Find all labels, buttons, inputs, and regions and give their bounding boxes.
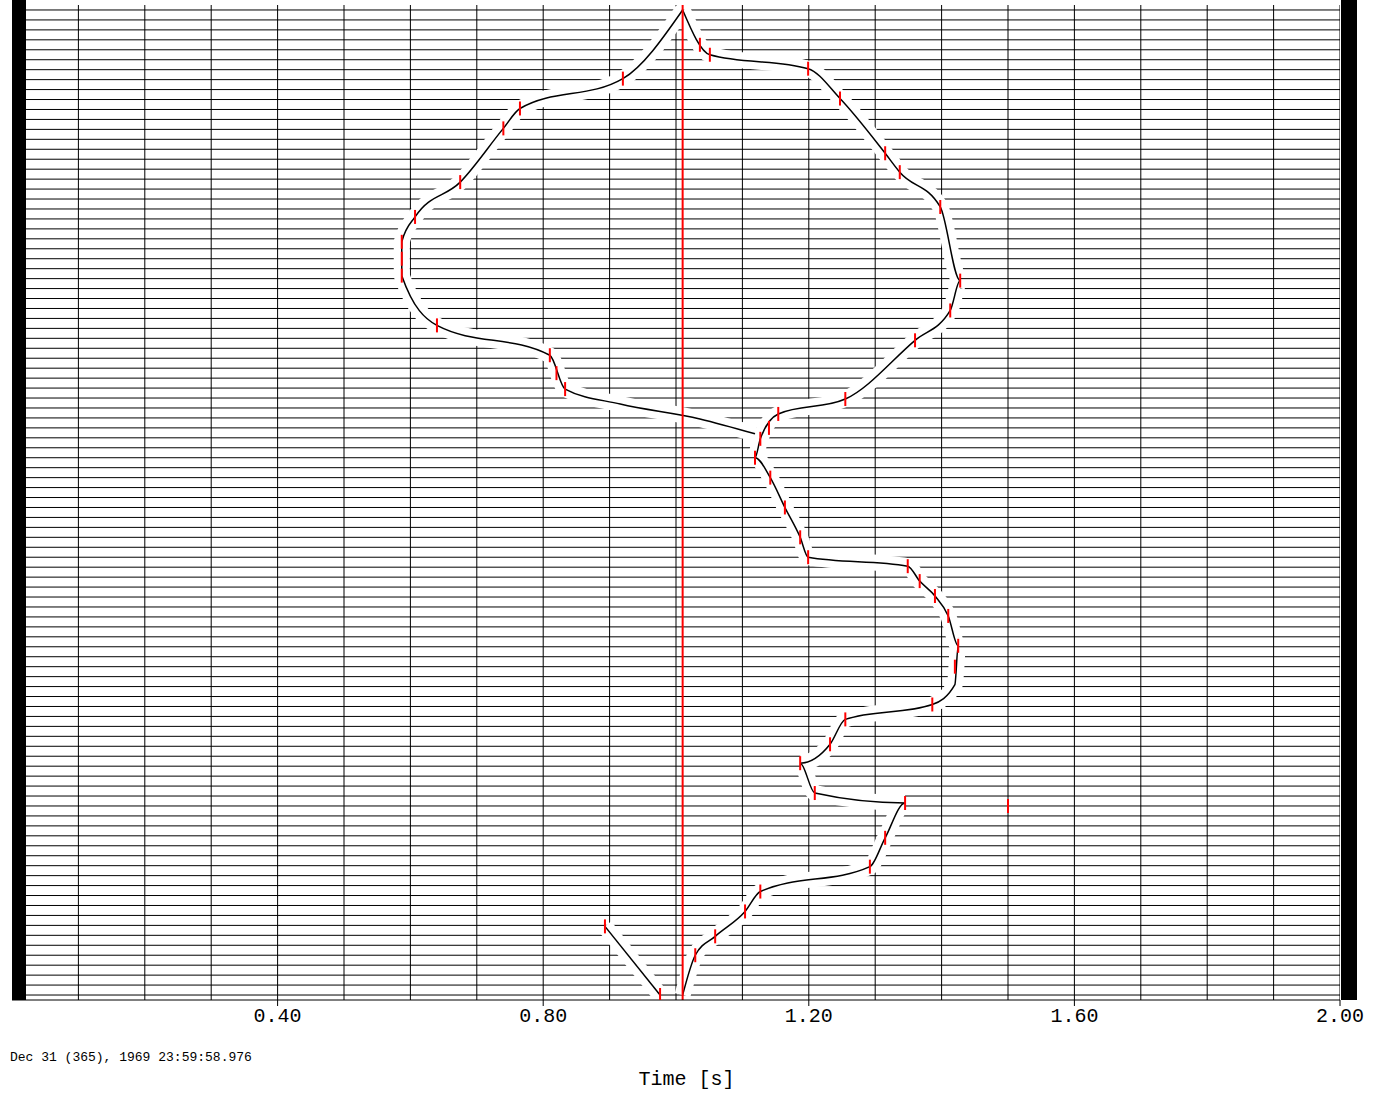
svg-text:1.20: 1.20 (785, 1005, 833, 1028)
svg-text:2.00: 2.00 (1316, 1005, 1364, 1028)
html-text:Dec 31 (365), 1969 23:59:58.97: Dec 31 (365), 1969 23:59:58.976 (10, 1050, 252, 1065)
svg-text:1.60: 1.60 (1050, 1005, 1098, 1028)
svg-text:0.40: 0.40 (254, 1005, 302, 1028)
svg-text:0.80: 0.80 (519, 1005, 567, 1028)
html-text:Time [s]: Time [s] (638, 1068, 735, 1091)
